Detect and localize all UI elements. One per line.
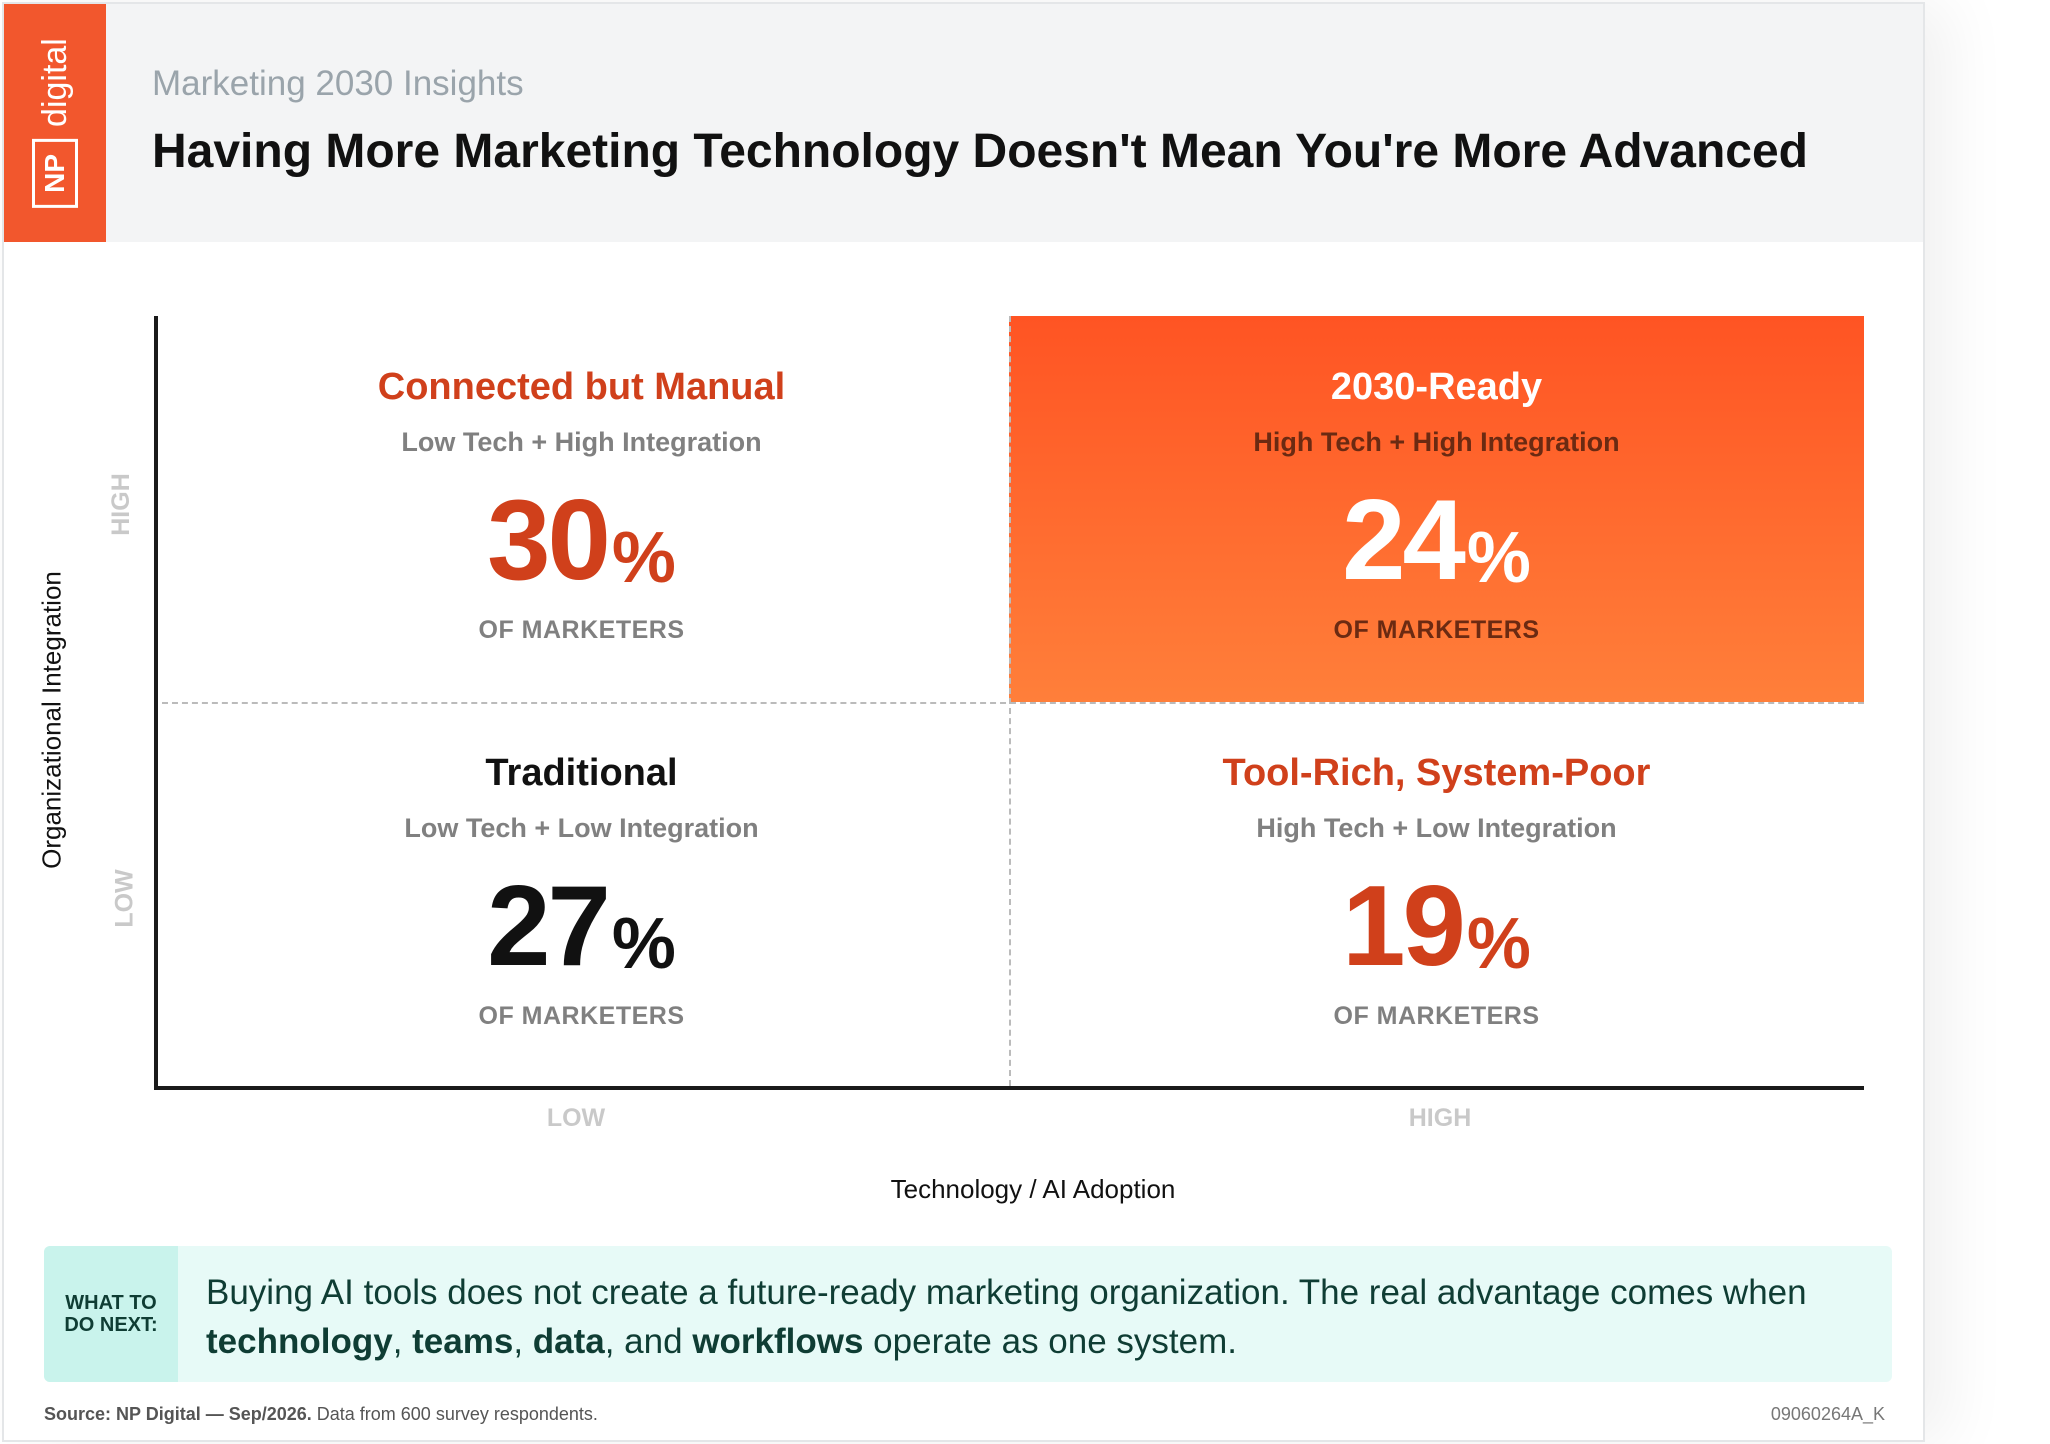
next-bold-teams: teams	[412, 1322, 514, 1361]
next-bold-data: data	[532, 1322, 605, 1361]
next-text-part: operate as one system.	[863, 1322, 1237, 1361]
quadrant-caption: OF MARKETERS	[478, 616, 685, 644]
quadrant-subtitle: Low Tech + High Integration	[401, 427, 762, 457]
what-to-do-next-text: Buying AI tools does not create a future…	[206, 1268, 1846, 1366]
quadrant-traditional: Traditional Low Tech + Low Integration 2…	[154, 702, 1009, 1086]
quadrant-subtitle: High Tech + Low Integration	[1256, 813, 1617, 843]
page-title: Having More Marketing Technology Doesn't…	[152, 125, 1808, 178]
y-axis-label: Organizational Integration	[36, 571, 67, 869]
next-separator: ,	[392, 1322, 413, 1361]
page-subtitle: Marketing 2030 Insights	[152, 64, 524, 103]
quadrant-unit: %	[611, 518, 676, 598]
quadrant-title: Traditional	[485, 752, 678, 794]
quadrant-tool-rich-system-poor: Tool-Rich, System-Poor High Tech + Low I…	[1009, 702, 1864, 1086]
x-axis-line	[154, 1086, 1864, 1090]
document-code: 09060264A_K	[1770, 1404, 1885, 1424]
quadrant-caption: OF MARKETERS	[478, 1002, 685, 1030]
what-to-do-next-label: WHAT TO DO NEXT:	[44, 1246, 178, 1382]
quadrant-title: Tool-Rich, System-Poor	[1222, 752, 1651, 794]
source-rest: Data from 600 survey respondents.	[311, 1404, 598, 1424]
quadrant-unit: %	[1466, 904, 1531, 984]
logo-np-mark: NP	[32, 138, 78, 208]
source-note: Source: NP Digital — Sep/2026. Data from…	[44, 1404, 598, 1425]
quadrant-unit: %	[611, 904, 676, 984]
next-label-line2: DO NEXT:	[64, 1314, 158, 1336]
x-tick-low: LOW	[546, 1104, 606, 1132]
x-axis-label: Technology / AI Adoption	[890, 1174, 1176, 1204]
quadrant-subtitle: High Tech + High Integration	[1253, 427, 1620, 457]
quadrant-title: 2030-Ready	[1330, 366, 1543, 408]
x-tick-high: HIGH	[1408, 1104, 1472, 1132]
y-tick-low: LOW	[110, 869, 139, 928]
quadrant-unit: %	[1466, 518, 1531, 598]
quadrant-caption: OF MARKETERS	[1333, 616, 1540, 644]
y-axis-line	[154, 316, 158, 1090]
source-bold: Source: NP Digital — Sep/2026.	[44, 1404, 312, 1424]
header: NP digital Marketing 2030 Insights Havin…	[4, 4, 1923, 242]
np-digital-logo: NP digital	[4, 4, 106, 242]
quadrant-2030-ready: 2030-Ready High Tech + High Integration …	[1009, 316, 1864, 702]
quadrant-caption: OF MARKETERS	[1333, 1002, 1540, 1030]
next-text-part: Buying AI tools does not create a future…	[206, 1273, 1807, 1312]
horizontal-divider	[162, 702, 1864, 704]
quadrant-value: 30	[487, 477, 611, 604]
quadrant-title: Connected but Manual	[377, 366, 786, 408]
vertical-divider	[1009, 316, 1011, 1086]
quadrant-subtitle: Low Tech + Low Integration	[404, 813, 759, 843]
next-separator: , and	[604, 1322, 693, 1361]
next-label-line1: WHAT TO	[65, 1292, 157, 1314]
infographic-card: NP digital Marketing 2030 Insights Havin…	[2, 2, 1925, 1442]
quadrant-value: 19	[1342, 863, 1466, 990]
quadrant-chart: 2030-Ready High Tech + High Integration …	[154, 316, 1864, 1090]
next-separator: ,	[513, 1322, 533, 1361]
next-bold-technology: technology	[206, 1322, 393, 1361]
y-tick-high: HIGH	[106, 473, 135, 536]
quadrant-connected-but-manual: Connected but Manual Low Tech + High Int…	[154, 316, 1009, 702]
quadrant-value: 27	[487, 863, 611, 990]
logo-digital-text: digital	[36, 38, 74, 127]
next-bold-workflows: workflows	[692, 1322, 864, 1361]
quadrant-value: 24	[1342, 477, 1466, 604]
what-to-do-next-box: WHAT TO DO NEXT: Buying AI tools does no…	[44, 1246, 1892, 1382]
